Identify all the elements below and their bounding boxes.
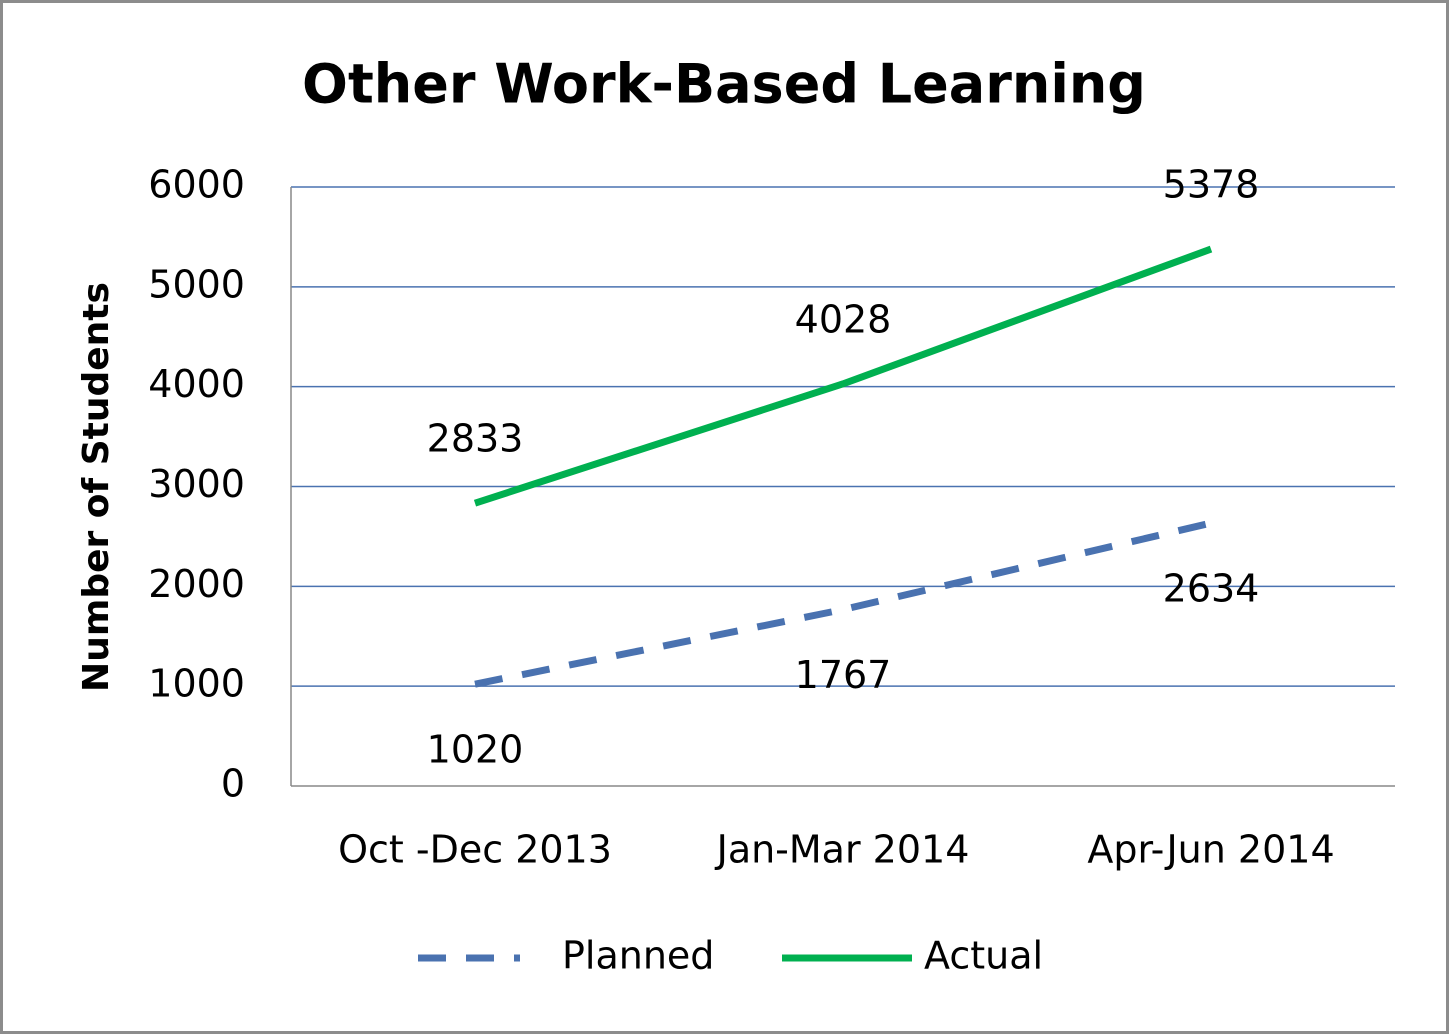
x-tick-label: Oct -Dec 2013	[338, 828, 612, 872]
data-label: 2634	[1163, 567, 1260, 611]
series-line	[474, 519, 1212, 688]
chart-title: Other Work-Based Learning	[302, 53, 1146, 116]
data-label: 1767	[795, 653, 892, 697]
legend-label: Planned	[562, 934, 714, 978]
y-tick-label: 0	[221, 762, 245, 806]
y-tick-label: 4000	[148, 362, 245, 406]
y-tick-label: 5000	[148, 262, 245, 306]
x-tick-label: Jan-Mar 2014	[715, 828, 970, 872]
data-label: 4028	[795, 297, 892, 341]
series-line	[473, 245, 1213, 507]
y-tick-label: 3000	[148, 462, 245, 506]
data-label: 2833	[427, 417, 524, 461]
y-tick-label: 6000	[148, 163, 245, 207]
legend-label: Actual	[924, 934, 1043, 978]
data-label: 5378	[1163, 163, 1260, 207]
x-tick-label: Apr-Jun 2014	[1087, 828, 1334, 872]
data-label: 1020	[427, 728, 524, 772]
y-tick-label: 2000	[148, 562, 245, 606]
y-tick-label: 1000	[148, 662, 245, 706]
y-axis-label: Number of Students	[76, 282, 117, 692]
